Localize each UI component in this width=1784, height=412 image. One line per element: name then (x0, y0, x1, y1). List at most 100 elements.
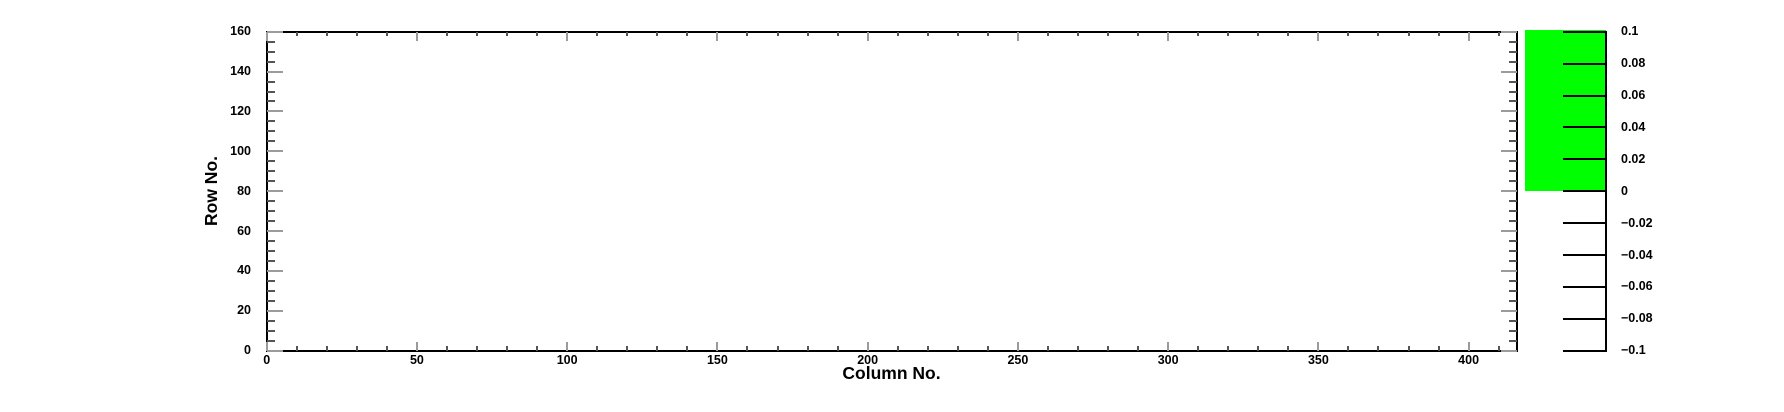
x-minor-tick (656, 346, 659, 351)
x-minor-tick (1377, 346, 1380, 351)
y-minor-tick-right (1508, 289, 1517, 292)
y-major-tick-right (1500, 309, 1517, 312)
x-major-tick-top (1467, 31, 1470, 41)
x-minor-tick-top (1257, 31, 1260, 37)
colorbar-tick-label: 0.04 (1621, 119, 1646, 134)
x-major-tick (1167, 341, 1170, 351)
x-minor-tick-top (536, 31, 539, 37)
y-tick-label: 160 (230, 24, 251, 39)
x-minor-tick (1437, 346, 1440, 351)
y-minor-tick (266, 90, 275, 93)
y-minor-tick (266, 180, 275, 183)
y-major-tick (266, 230, 283, 233)
x-tick-label: 250 (1007, 353, 1029, 367)
y-minor-tick-right (1508, 299, 1517, 302)
x-minor-tick-top (1287, 31, 1290, 37)
y-major-tick-right (1500, 349, 1517, 352)
y-minor-tick-right (1508, 80, 1517, 83)
colorbar-tick (1563, 158, 1606, 161)
y-minor-tick-right (1508, 170, 1517, 173)
x-major-tick (415, 341, 418, 351)
colorbar-tick (1563, 62, 1606, 65)
y-tick-label: 0 (244, 343, 251, 358)
x-major-tick-top (566, 31, 569, 41)
y-minor-tick-right (1508, 180, 1517, 183)
x-minor-tick (1197, 346, 1200, 351)
y-minor-tick-right (1508, 259, 1517, 262)
y-minor-tick-right (1508, 90, 1517, 93)
y-minor-tick (266, 170, 275, 173)
y-minor-tick-right (1508, 240, 1517, 243)
y-major-tick (266, 309, 283, 312)
colorbar-tick (1563, 317, 1606, 320)
x-major-tick (1317, 341, 1320, 351)
y-tick-label: 80 (237, 183, 251, 198)
x-major-tick (866, 341, 869, 351)
colorbar-tick-label: −0.02 (1621, 215, 1653, 230)
y-major-tick (266, 110, 283, 113)
x-minor-tick (506, 346, 509, 351)
y-major-tick-right (1500, 230, 1517, 233)
x-minor-tick-top (325, 31, 328, 37)
colorbar-tick-label: 0.08 (1621, 56, 1646, 71)
x-major-tick (1016, 341, 1019, 351)
x-minor-tick-top (445, 31, 448, 37)
colorbar-tick (1563, 30, 1606, 33)
x-minor-tick (325, 346, 328, 351)
y-major-tick (266, 150, 283, 153)
x-minor-tick-top (385, 31, 388, 37)
x-minor-tick (536, 346, 539, 351)
x-minor-tick (686, 346, 689, 351)
x-minor-tick-top (1407, 31, 1410, 37)
x-minor-tick-top (1197, 31, 1200, 37)
x-minor-tick (1347, 346, 1350, 351)
x-minor-tick-top (956, 31, 959, 37)
y-major-tick-right (1500, 110, 1517, 113)
colorbar-tick (1563, 222, 1606, 225)
y-minor-tick-right (1508, 339, 1517, 342)
y-tick-label: 40 (237, 263, 251, 278)
x-tick-label: 100 (556, 353, 578, 367)
y-major-tick-right (1500, 70, 1517, 73)
y-minor-tick-right (1508, 140, 1517, 143)
y-major-tick (266, 269, 283, 272)
x-minor-tick (295, 346, 298, 351)
x-minor-tick (476, 346, 479, 351)
x-minor-tick (385, 346, 388, 351)
x-minor-tick (1137, 346, 1140, 351)
x-minor-tick (1076, 346, 1079, 351)
y-minor-tick-right (1508, 130, 1517, 133)
x-minor-tick-top (686, 31, 689, 37)
y-tick-label: 120 (230, 103, 251, 118)
colorbar-tick (1563, 126, 1606, 129)
y-minor-tick (266, 319, 275, 322)
x-minor-tick-top (806, 31, 809, 37)
x-minor-tick-top (476, 31, 479, 37)
colorbar-tick (1563, 285, 1606, 288)
x-tick-label: 300 (1157, 353, 1179, 367)
colorbar-tick-label: −0.08 (1621, 311, 1653, 326)
x-minor-tick (445, 346, 448, 351)
x-minor-tick-top (506, 31, 509, 37)
x-tick-label: 0 (263, 353, 271, 367)
x-minor-tick (746, 346, 749, 351)
colorbar-tick (1563, 349, 1606, 352)
x-minor-tick (836, 346, 839, 351)
x-minor-tick-top (986, 31, 989, 37)
x-tick-label: 200 (857, 353, 879, 367)
x-minor-tick-top (1046, 31, 1049, 37)
y-minor-tick (266, 200, 275, 203)
y-minor-tick (266, 100, 275, 103)
x-major-tick (265, 341, 268, 351)
y-major-tick (266, 30, 283, 33)
y-minor-tick-right (1508, 100, 1517, 103)
x-minor-tick (1257, 346, 1260, 351)
colorbar-tick-label: −0.04 (1621, 247, 1653, 262)
x-minor-tick-top (656, 31, 659, 37)
x-minor-tick-top (746, 31, 749, 37)
x-minor-tick (1107, 346, 1110, 351)
x-minor-tick-top (1437, 31, 1440, 37)
y-minor-tick-right (1508, 319, 1517, 322)
y-major-tick (266, 190, 283, 193)
